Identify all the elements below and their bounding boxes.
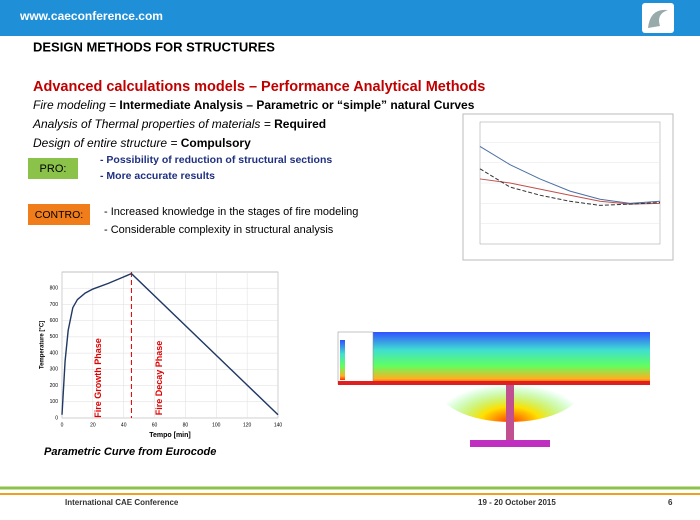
y-tick-label: 300: [50, 367, 59, 373]
y-tick-label: 100: [50, 399, 59, 405]
body-line: Fire modeling = Intermediate Analysis – …: [33, 98, 475, 112]
x-tick-label: 80: [183, 422, 189, 428]
line-lead: Design of entire structure =: [33, 136, 181, 150]
x-tick-label: 120: [243, 422, 252, 428]
slab-base: [338, 381, 650, 385]
beam-flange: [470, 440, 550, 447]
x-tick-label: 20: [90, 422, 96, 428]
phase-label: Fire Growth Phase: [93, 338, 103, 418]
pro-box: [28, 158, 78, 179]
line-value: Intermediate Analysis – Parametric or “s…: [119, 98, 474, 112]
property-curve: [479, 145, 661, 204]
x-tick-label: 0: [61, 422, 64, 428]
y-axis-label: Temperature [°C]: [40, 321, 46, 369]
line-value: Required: [274, 117, 326, 131]
y-tick-label: 800: [50, 286, 59, 292]
y-tick-label: 600: [50, 318, 59, 324]
header-band: [0, 0, 700, 36]
y-tick-label: 0: [55, 415, 58, 421]
footer-page: 6: [668, 498, 673, 507]
slide-title: DESIGN METHODS FOR STRUCTURES: [33, 39, 275, 54]
x-tick-label: 40: [121, 422, 127, 428]
x-tick-label: 60: [152, 422, 158, 428]
footer-left: International CAE Conference: [65, 498, 179, 507]
footer-date: 19 - 20 October 2015: [478, 498, 556, 507]
contro-item: - Increased knowledge in the stages of f…: [104, 206, 358, 218]
line-lead: Analysis of Thermal properties of materi…: [32, 117, 274, 131]
x-tick-label: 140: [274, 422, 283, 428]
beam-web: [506, 385, 514, 440]
property-curve: [479, 168, 661, 206]
x-tick-label: 100: [212, 422, 221, 428]
header-url: www.caeconference.com: [19, 9, 163, 23]
contro-item: - Considerable complexity in structural …: [104, 224, 334, 236]
contro-label: CONTRO:: [35, 209, 83, 221]
subtitle: Advanced calculations models – Performan…: [33, 79, 485, 95]
body-line: Design of entire structure = Compulsory: [33, 136, 251, 150]
fire-curve: [61, 272, 279, 416]
line-value: Compulsory: [181, 136, 251, 150]
caption: Parametric Curve from Eurocode: [44, 446, 216, 458]
y-tick-label: 400: [50, 350, 59, 356]
y-tick-label: 500: [50, 334, 59, 340]
pro-item: - More accurate results: [100, 170, 215, 182]
contro-box: [28, 204, 90, 225]
thermal-chart-frame: [462, 113, 674, 261]
heat-legend-bar: [340, 340, 345, 380]
line-lead: Fire modeling =: [33, 98, 119, 112]
phase-label: Fire Decay Phase: [154, 341, 164, 416]
logo-mark: [648, 9, 668, 28]
thermal-simulation: [337, 331, 650, 447]
y-tick-label: 200: [50, 383, 59, 389]
x-axis-label: Tempo [min]: [149, 432, 190, 439]
pro-item: - Possibility of reduction of structural…: [100, 154, 332, 166]
y-tick-label: 700: [50, 302, 59, 308]
body-line: Analysis of Thermal properties of materi…: [32, 117, 326, 131]
pro-label: PRO:: [40, 163, 67, 175]
